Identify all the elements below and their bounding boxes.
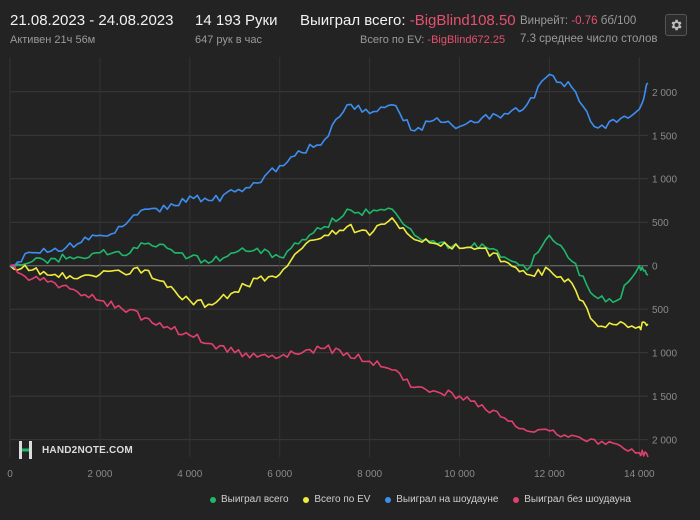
avg-tables: 7.3 среднее число столов xyxy=(520,33,658,45)
ev-total-value: -BigBlind672.25 xyxy=(427,34,506,46)
gear-icon xyxy=(671,19,682,31)
ev-total-label: Всего по EV: xyxy=(360,34,425,46)
logo-text: HAND2NOTE.COM xyxy=(42,444,133,456)
y-tick-label: 500 xyxy=(652,218,669,229)
legend-item-1[interactable]: Всего по EV xyxy=(303,494,370,505)
hands-count: 14 193 Руки xyxy=(195,12,278,29)
y-tick-label: 1 500 xyxy=(652,131,677,142)
y-tick-label: 2 000 xyxy=(652,436,677,447)
x-tick-label: 6 000 xyxy=(267,469,292,480)
x-tick-label: 4 000 xyxy=(177,469,202,480)
won-total: Выиграл всего: -BigBlind108.50 xyxy=(300,12,516,29)
y-tick-label: 1 500 xyxy=(652,392,677,403)
winrate-label: Винрейт: xyxy=(520,15,569,27)
legend-item-0[interactable]: Выиграл всего xyxy=(210,494,289,505)
stats-header: 21.08.2023 - 24.08.2023 Активен 21ч 56м … xyxy=(0,0,700,52)
hand2note-logo-icon xyxy=(19,441,32,459)
winrate: Винрейт: -0.76 бб/100 xyxy=(520,15,636,27)
legend-swatch xyxy=(303,496,310,503)
hand2note-logo: HAND2NOTE.COM xyxy=(18,440,133,460)
legend-item-2[interactable]: Выиграл на шоудауне xyxy=(385,494,498,505)
profit-chart: 2 000 1 500 1 000 500 0 500 1 000 1 500 2 000 0 2 … xyxy=(7,57,677,480)
won-total-value: -BigBlind108.50 xyxy=(409,12,516,29)
settings-button[interactable] xyxy=(665,14,687,36)
active-time: Активен 21ч 56м xyxy=(10,34,96,46)
x-tick-label: 8 000 xyxy=(357,469,382,480)
legend-label: Всего по EV xyxy=(314,494,371,505)
legend-label: Выиграл на шоудауне xyxy=(396,494,499,505)
legend-label: Выиграл без шоудауна xyxy=(524,494,631,505)
legend-swatch xyxy=(385,496,392,503)
y-tick-label: 1 000 xyxy=(652,349,677,360)
x-tick-label: 0 xyxy=(7,469,13,480)
series-line-2 xyxy=(9,73,649,268)
x-tick-label: 10 000 xyxy=(444,469,475,480)
series-line-1 xyxy=(9,217,649,331)
date-range[interactable]: 21.08.2023 - 24.08.2023 xyxy=(10,12,174,29)
x-tick-label: 14 000 xyxy=(624,469,655,480)
ev-total: Всего по EV: -BigBlind672.25 xyxy=(360,34,505,46)
chart-legend: Выиграл всего Всего по EV Выиграл на шоу… xyxy=(210,494,643,506)
y-tick-label: 2 000 xyxy=(652,88,677,99)
series-line-0 xyxy=(9,207,649,304)
won-total-label: Выиграл всего: xyxy=(300,12,406,29)
y-tick-label: 1 000 xyxy=(652,175,677,186)
legend-swatch xyxy=(513,496,520,503)
x-tick-label: 12 000 xyxy=(534,469,565,480)
series-line-3 xyxy=(9,264,649,458)
x-tick-label: 2 000 xyxy=(87,469,112,480)
y-tick-label: 500 xyxy=(652,305,669,316)
legend-label: Выиграл всего xyxy=(221,494,289,505)
y-tick-label: 0 xyxy=(652,262,658,273)
hands-per-hour: 647 рук в час xyxy=(195,34,263,46)
winrate-value: -0.76 xyxy=(571,15,598,27)
legend-swatch xyxy=(210,496,216,503)
winrate-unit: бб/100 xyxy=(600,15,637,27)
legend-item-3[interactable]: Выиграл без шоудауна xyxy=(513,494,631,505)
